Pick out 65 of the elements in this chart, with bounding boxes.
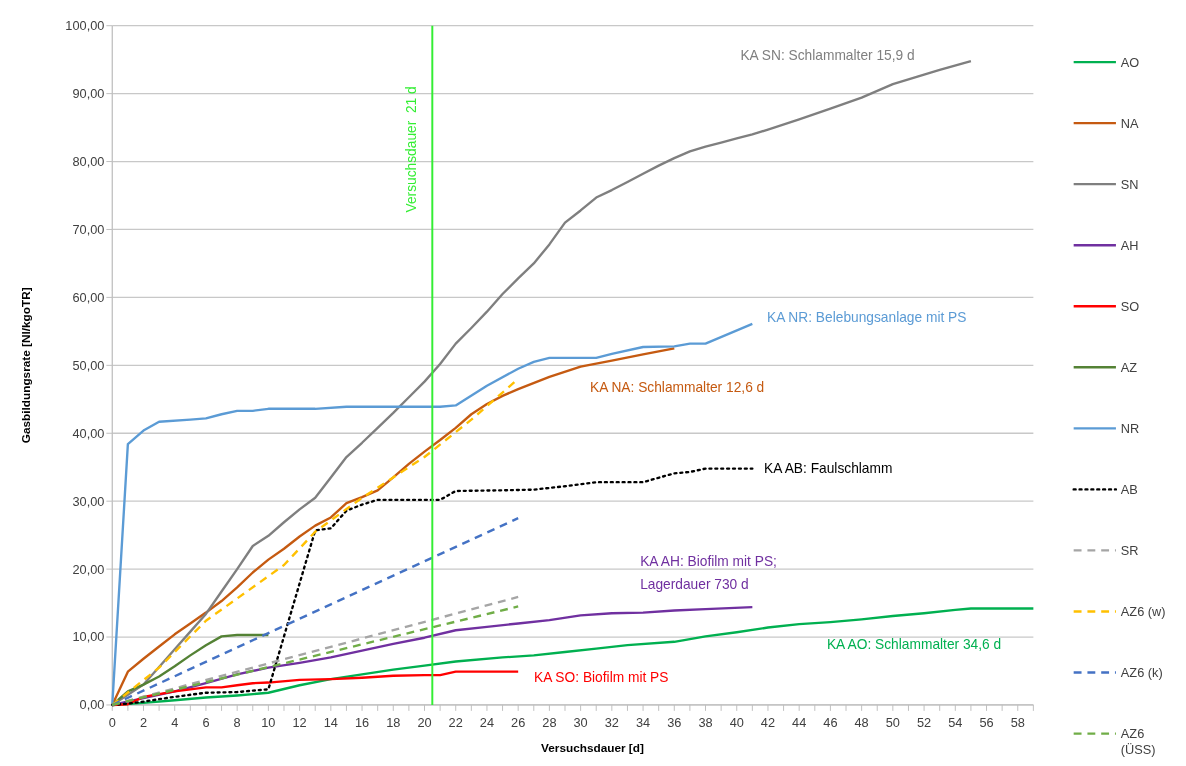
legend-label: AZ6 (w) [1120, 604, 1166, 620]
x-tick-label: 54 [948, 714, 963, 730]
x-tick-label: 18 [386, 714, 401, 730]
legend-label: AO [1120, 54, 1140, 70]
annotation: KA NA: Schlammalter 12,6 d [590, 380, 765, 396]
annotation: KA AO: Schlammalter 34,6 d [826, 636, 1002, 652]
x-tick-label: 12 [292, 714, 307, 730]
x-tick-label: 58 [1010, 714, 1025, 730]
legend-label: SN [1120, 177, 1139, 193]
x-tick-label: 10 [261, 714, 276, 730]
x-tick-label: 46 [823, 714, 838, 730]
x-tick-label: 56 [979, 714, 994, 730]
x-tick-label: 0 [108, 714, 116, 730]
y-axis-title: Gasbildungsrate [Nl/kgoTR] [18, 287, 32, 444]
annotation: KA NR: Belebungsanlage mit PS [766, 309, 967, 325]
x-tick-label: 6 [202, 714, 210, 730]
annotation: KA AB: Faulschlamm [764, 460, 893, 476]
x-tick-label: 32 [604, 714, 619, 730]
legend-label: NA [1120, 116, 1140, 132]
legend-label: AB [1120, 482, 1138, 498]
y-tick-label: 90,00 [72, 86, 105, 102]
x-tick-label: 30 [573, 714, 588, 730]
x-tick-label: 24 [479, 714, 495, 730]
x-tick-label: 22 [448, 714, 463, 730]
x-tick-label: 52 [916, 714, 932, 730]
y-tick-label: 0,00 [79, 697, 105, 713]
legend-label: AZ6 (k) [1120, 665, 1163, 681]
x-tick-label: 44 [792, 714, 807, 730]
annotation: KA SN: Schlammalter 15,9 d [740, 48, 915, 64]
x-tick-label: 26 [511, 714, 526, 730]
y-tick-label: 60,00 [72, 289, 105, 305]
annotation: KA SO: Biofilm mit PS [533, 670, 669, 686]
legend-label: AZ [1120, 360, 1138, 376]
ref-line-label: Versuchsdauer 21 d [403, 86, 419, 213]
x-tick-label: 50 [885, 714, 900, 730]
x-tick-label: 38 [698, 714, 713, 730]
legend-label: NR [1120, 421, 1140, 437]
legend-label: AH [1120, 238, 1139, 254]
y-tick-label: 40,00 [72, 425, 105, 441]
x-tick-label: 40 [729, 714, 744, 730]
x-tick-label: 2 [139, 714, 148, 730]
y-tick-label: 80,00 [72, 153, 105, 169]
line-series [111, 467, 754, 707]
y-tick-label: 50,00 [72, 357, 105, 373]
x-tick-label: 8 [233, 714, 241, 730]
x-tick-label: 14 [323, 714, 338, 730]
legend-label: SO [1120, 299, 1140, 315]
legend-label: SR [1120, 543, 1139, 559]
x-tick-label: 20 [417, 714, 432, 730]
annotation: KA AH: Biofilm mit PS; Lagerdauer 730 d [640, 554, 777, 592]
legend-label: AZ6 (ÜSS) [1120, 726, 1156, 758]
y-tick-label: 30,00 [72, 493, 105, 509]
x-tick-label: 34 [635, 714, 651, 730]
y-tick-label: 70,00 [72, 221, 105, 237]
y-tick-label: 20,00 [72, 561, 105, 577]
x-tick-label: 16 [354, 714, 370, 730]
line-series [111, 322, 754, 707]
x-axis-title: Versuchsdauer [d] [541, 741, 644, 755]
x-tick-label: 28 [542, 714, 557, 730]
y-tick-label: 10,00 [72, 629, 105, 645]
x-tick-label: 42 [760, 714, 776, 730]
x-tick-label: 48 [854, 714, 869, 730]
y-tick-label: 100,00 [65, 18, 105, 34]
x-tick-label: 4 [171, 714, 179, 730]
x-tick-label: 36 [667, 714, 682, 730]
